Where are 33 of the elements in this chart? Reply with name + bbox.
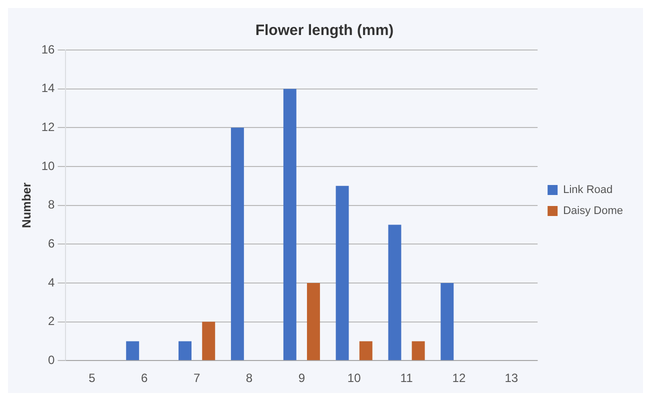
bar — [126, 341, 140, 360]
x-tick-label: 9 — [298, 371, 306, 386]
bar — [306, 282, 320, 360]
bar — [412, 341, 425, 360]
x-tick-label: 5 — [88, 371, 96, 386]
legend-label: Link Road — [563, 184, 613, 196]
y-tick-label: 6 — [48, 236, 56, 250]
x-tick-label: 11 — [400, 371, 414, 386]
x-tick-label: 7 — [193, 371, 200, 386]
x-tick-label: 12 — [452, 371, 466, 386]
y-tick-label: 8 — [48, 198, 56, 212]
x-tick-label: 10 — [347, 371, 362, 386]
y-axis-title: Number — [20, 182, 34, 228]
bar — [336, 186, 349, 360]
y-tick-label: 0 — [48, 352, 56, 367]
y-tick-label: 2 — [48, 314, 56, 328]
bar — [230, 128, 244, 360]
x-tick-label: 13 — [504, 371, 518, 386]
bar — [440, 282, 454, 360]
y-tick-label: 4 — [48, 275, 56, 290]
x-tick-label: 6 — [141, 371, 148, 386]
y-tick-label: 10 — [41, 158, 56, 173]
legend-label: Daisy Dome — [563, 205, 623, 218]
bar — [202, 322, 216, 360]
bar — [178, 341, 192, 360]
y-tick-label: 16 — [41, 42, 56, 56]
bar — [283, 88, 296, 360]
y-tick-label: 14 — [41, 81, 56, 96]
y-tick-label: 12 — [41, 120, 56, 134]
x-tick-label: 8 — [246, 371, 253, 386]
bar — [359, 341, 372, 360]
chart-title: Flower length (mm) — [255, 22, 394, 40]
bar — [388, 224, 402, 360]
